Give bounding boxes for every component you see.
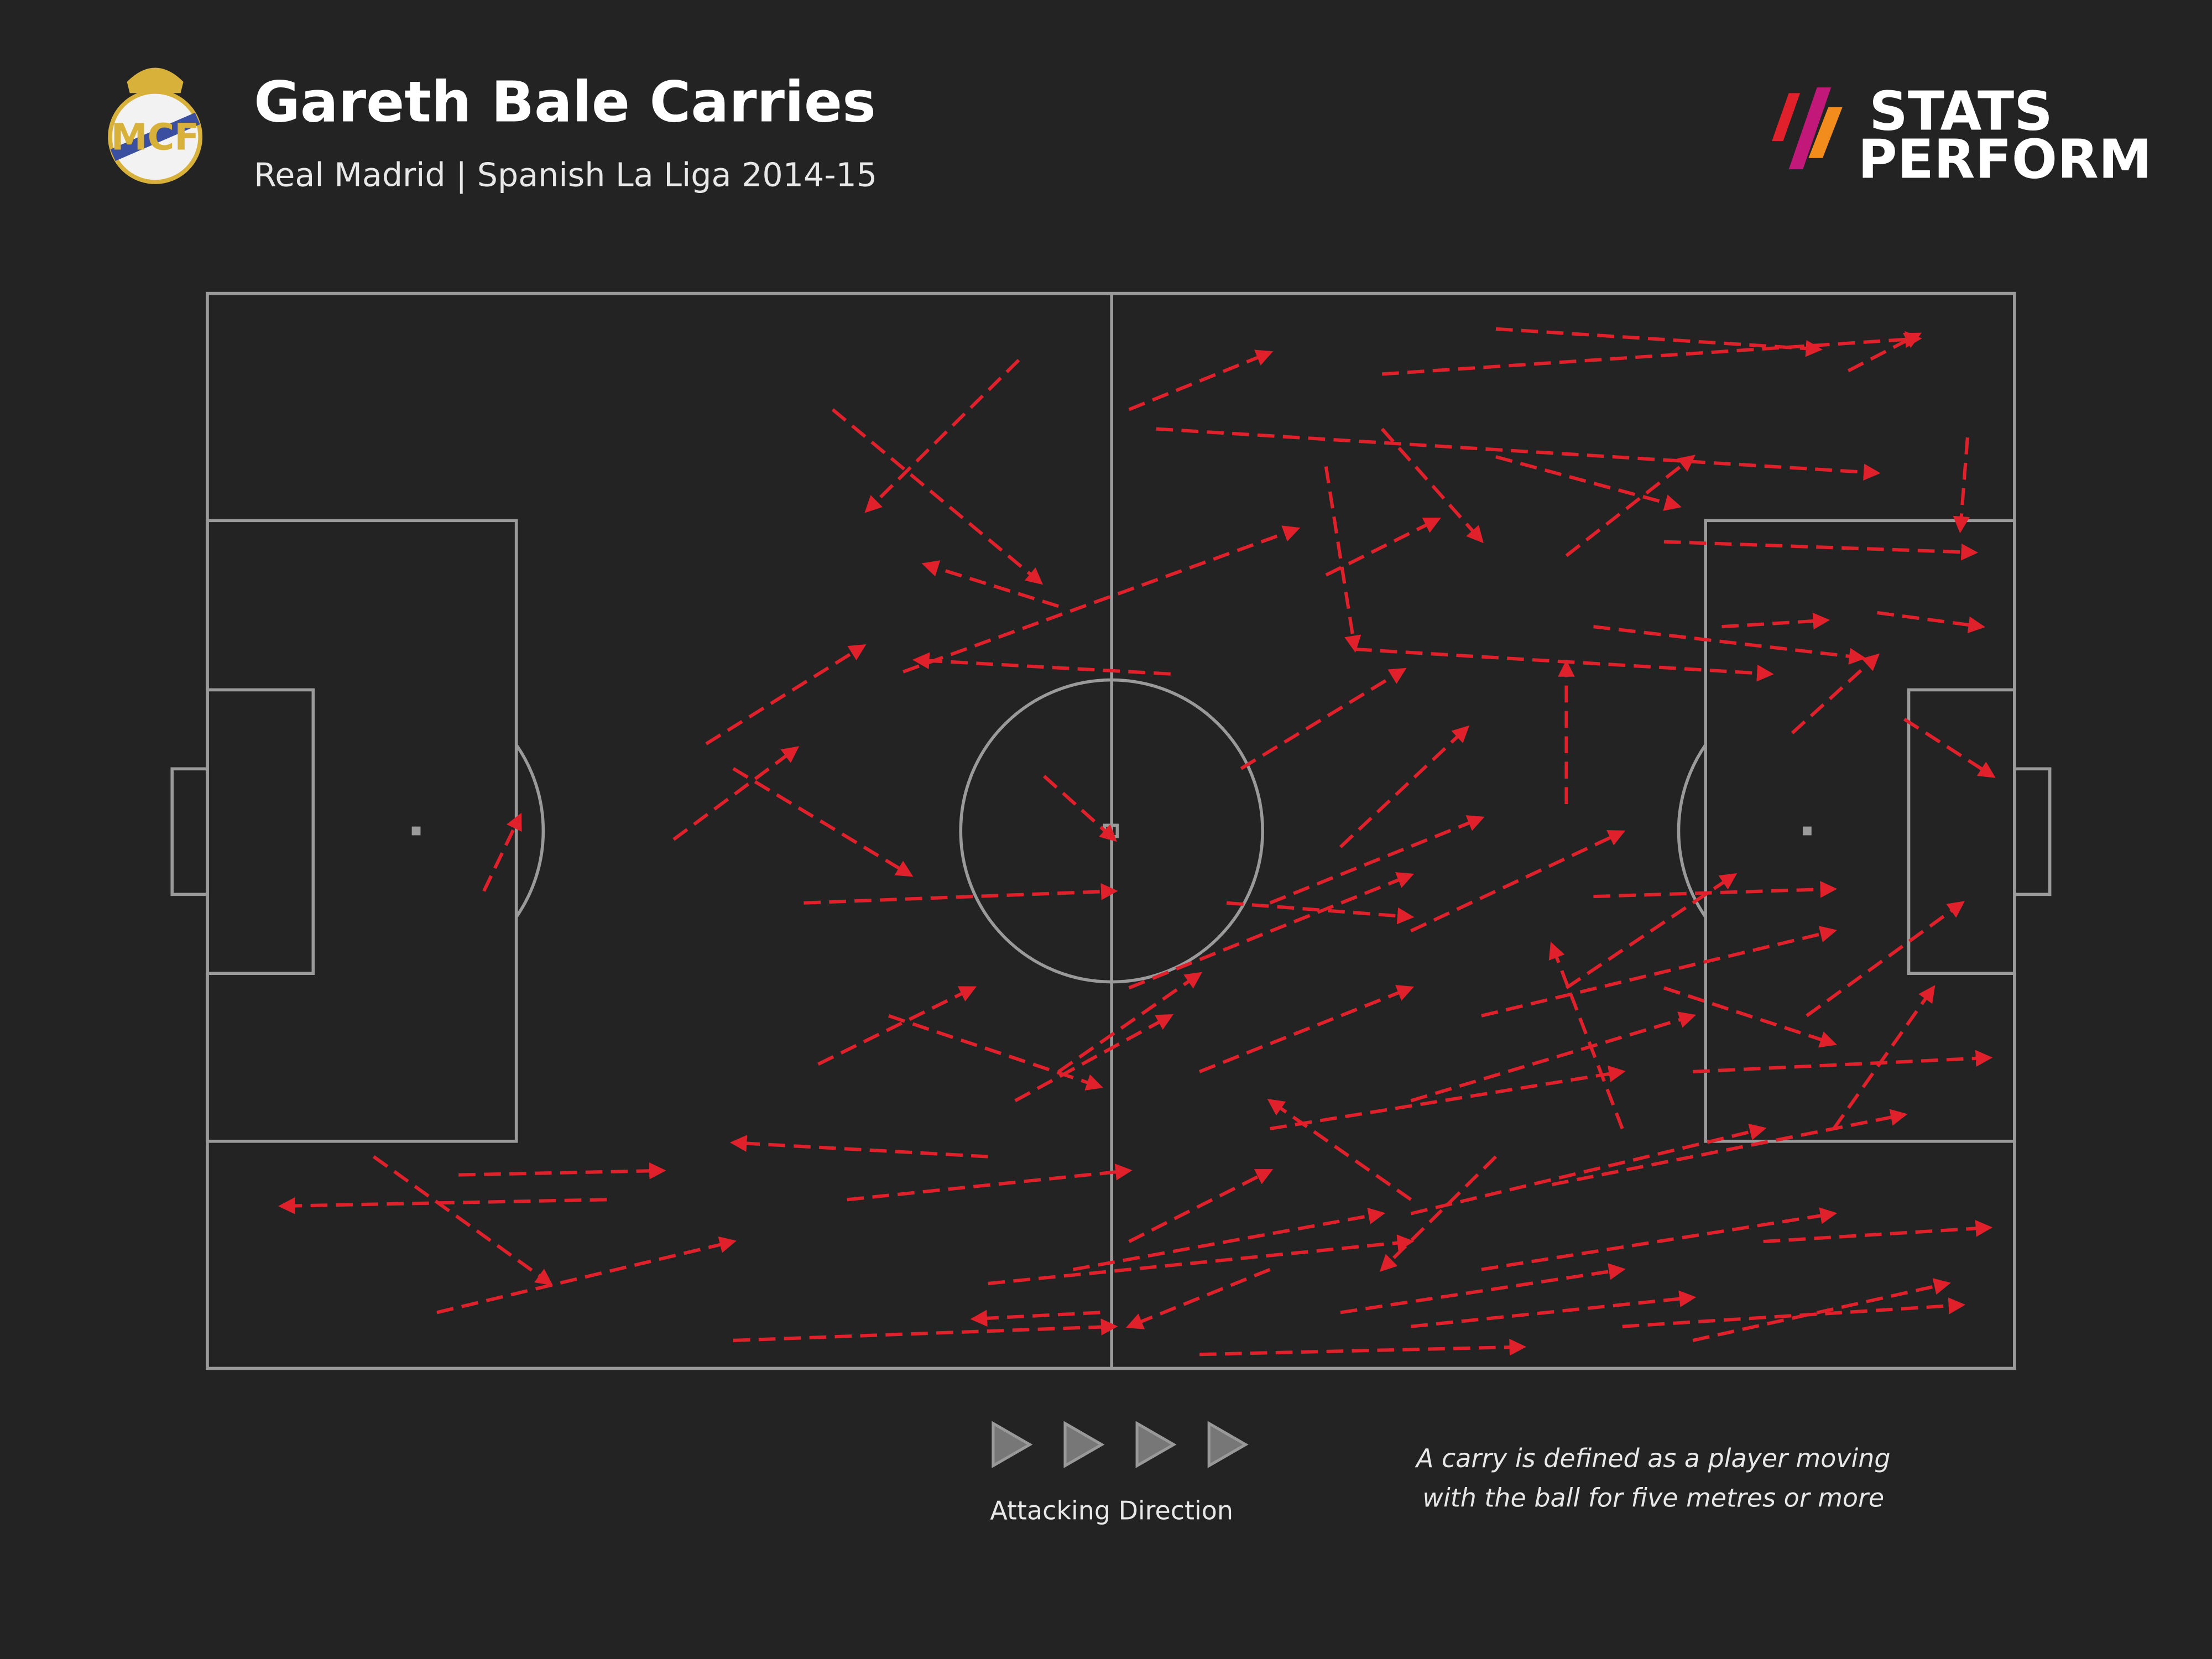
carry [1411,1290,1697,1328]
carry [705,644,867,745]
brand-line: PERFORM [1858,128,2152,190]
carry [1339,725,1470,848]
carry [1663,540,1979,561]
carry [1565,455,1695,557]
carry [988,1234,1415,1285]
carry [1014,1014,1174,1103]
direction-triangle [1207,1421,1249,1468]
centre-circle [959,678,1264,984]
carry [1324,466,1361,653]
crest-crown [127,67,184,93]
carry [1692,1278,1951,1342]
carry [458,1162,666,1180]
direction-triangle [992,1421,1033,1468]
carries [278,327,1996,1357]
penalty-arc [1677,744,1707,918]
carry [1410,1011,1697,1103]
chart-subtitle: Real Madrid | Spanish La Liga 2014-15 [254,156,877,194]
carry [436,1236,737,1314]
carry [970,1310,1100,1327]
carry [1763,1220,1993,1244]
carry [804,883,1118,905]
carry [1072,1207,1386,1271]
direction-label: Attacking Direction [990,1495,1233,1525]
carry [372,1155,553,1286]
carry [1903,717,1996,778]
carry [1240,667,1407,770]
brand-logo: STATS PERFORM [1772,80,2152,190]
carry [1832,985,1936,1130]
carry [1495,327,1823,357]
carry [1128,1169,1273,1243]
carry [1548,941,1624,1130]
carry [1622,1297,1966,1328]
carry [1381,331,1922,376]
carry [1410,1123,1767,1215]
carry [1057,972,1203,1073]
carry [1481,926,1838,1018]
penalty-spot [1802,826,1812,836]
carry [1495,455,1682,511]
carry [672,746,800,841]
carry [1269,815,1485,905]
carry [729,1135,988,1159]
carry [1721,612,1830,630]
direction-triangle [1135,1421,1177,1468]
carry [1551,1109,1908,1187]
carry [1410,830,1626,933]
penalty-arc [515,744,545,918]
carry [1199,1338,1527,1357]
carry [1791,653,1880,734]
carry [1226,901,1415,925]
note-line: A carry is defined as a player moving [1415,1443,1890,1473]
carry [921,560,1060,608]
carry [912,652,1171,676]
direction-arrows [992,1421,1249,1468]
carry [1663,986,1837,1048]
carry [831,408,1044,585]
carry [888,1014,1104,1091]
carry [1267,1098,1412,1201]
carry [1198,985,1415,1073]
carry [732,767,914,877]
carry [1156,427,1881,481]
crest-letters: MCF [111,115,200,158]
carry [1325,518,1441,577]
penalty-spot [411,826,421,836]
carry [864,358,1020,513]
carry [1379,1155,1498,1272]
carry [847,1164,1133,1202]
direction-triangle [1063,1421,1105,1468]
carry [482,812,522,892]
goal [2013,767,2052,896]
goal [170,767,209,896]
logo-slash [1808,107,1843,158]
carry [733,1318,1118,1343]
carry [278,1197,607,1214]
brand-line: STATS [1869,80,2053,143]
crest-band [110,112,200,161]
club-crest: MCF [108,67,203,184]
chart-title: Gareth Bale Carries [254,69,876,135]
carry [1953,437,1970,534]
carry [1481,1207,1838,1271]
logo-slash [1772,93,1801,142]
note-line: with the ball for five metres or more [1422,1483,1884,1512]
carry [1042,775,1118,842]
carry [1593,625,1866,665]
carry [1806,901,1965,1018]
carry [1593,880,1838,899]
carry [1847,332,1922,373]
carry [1340,1263,1626,1314]
carry [1270,1065,1626,1131]
carry [1877,611,1986,634]
carry [817,986,977,1066]
carry [902,525,1301,674]
logo-slash [1788,87,1832,170]
